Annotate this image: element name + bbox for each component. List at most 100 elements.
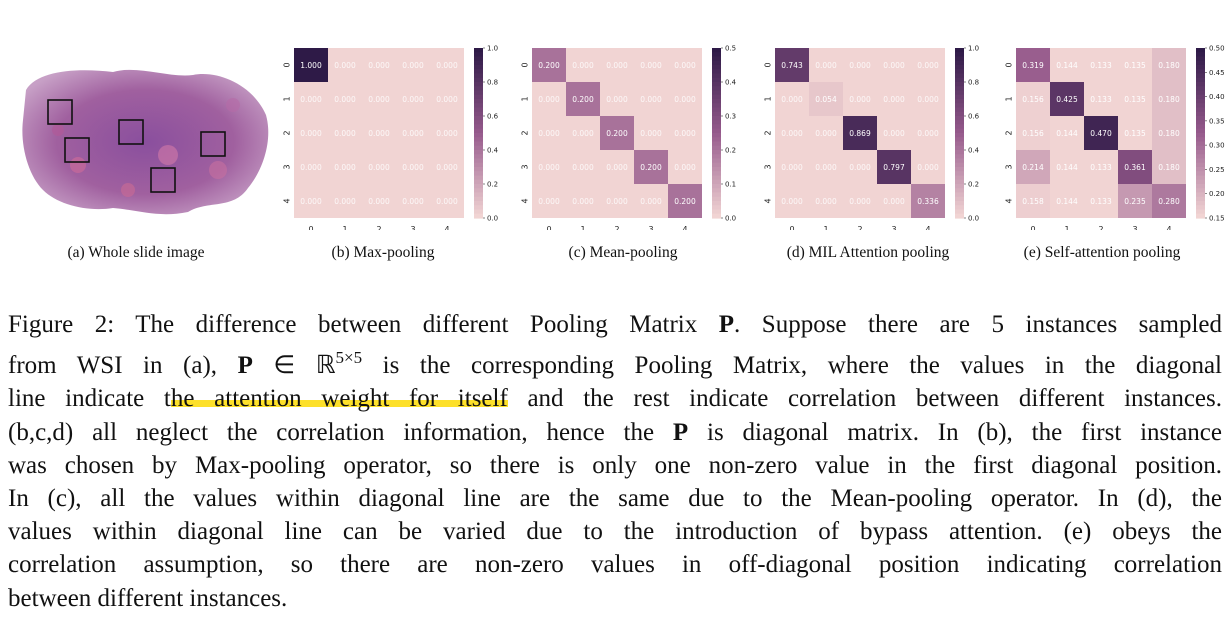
colorbar-segment — [474, 124, 483, 130]
cell-value-label: 0.000 — [815, 129, 837, 138]
caption-line: Figure 2: The difference between differe… — [8, 311, 1222, 338]
heatmap-cell — [328, 82, 362, 116]
cell-value-label: 0.000 — [640, 129, 662, 138]
colorbar-segment — [474, 120, 483, 126]
colorbar-segment — [474, 188, 483, 194]
heatmap-cell — [1118, 82, 1152, 116]
colorbar-segment — [474, 192, 483, 198]
cell-value-label: 0.000 — [436, 95, 458, 104]
colorbar-segment — [474, 69, 483, 75]
colorbar-segment — [1196, 94, 1205, 100]
colorbar-tick-label: 0.20 — [1209, 190, 1225, 198]
colorbar-segment — [474, 103, 483, 109]
colorbar-segment — [1196, 116, 1205, 121]
y-tick-label: 4 — [283, 198, 292, 203]
cell-value-label: 0.000 — [572, 197, 594, 206]
colorbar-segment — [474, 48, 483, 53]
colorbar-segment — [474, 111, 483, 117]
caption-line: was chosen by Max-pooling operator, so t… — [8, 451, 1222, 479]
colorbar-tick-label: 0.0 — [725, 215, 736, 223]
y-tick-label: 0 — [283, 62, 292, 67]
patch-box — [118, 119, 144, 145]
matrix-symbol: P — [718, 311, 735, 338]
highlighted-text: he attention weight for itself — [170, 385, 508, 413]
x-tick-label: 1 — [1064, 225, 1069, 230]
heatmap-cell — [1152, 48, 1186, 82]
colorbar-segment — [955, 145, 964, 151]
colorbar-segment — [1196, 205, 1205, 211]
colorbar-segment — [712, 196, 721, 202]
colorbar-segment — [474, 145, 483, 151]
heatmap-cell — [668, 48, 702, 82]
heatmap-cell — [1016, 48, 1050, 82]
cell-value-label: 1.000 — [300, 61, 322, 70]
colorbar-segment — [474, 133, 483, 138]
cell-value-label: 0.214 — [1022, 163, 1044, 172]
colorbar-segment — [1196, 99, 1205, 104]
colorbar-segment — [474, 171, 483, 177]
colorbar-segment — [712, 65, 721, 70]
colorbar-segment — [474, 82, 483, 87]
heatmap-cell — [430, 82, 464, 116]
subcaption-a: (a) Whole slide image — [67, 244, 205, 261]
cell-value-label: 0.144 — [1056, 129, 1078, 138]
heatmap-cell — [1152, 184, 1186, 218]
cell-value-label: 0.000 — [849, 61, 871, 70]
cell-value-label: 0.200 — [538, 61, 560, 70]
colorbar-tick-label: 0.6 — [487, 113, 498, 121]
heatmap-cell — [1118, 184, 1152, 218]
heatmap-cell — [634, 116, 668, 150]
heatmap-cell — [1152, 116, 1186, 150]
cell-value-label: 0.000 — [300, 129, 322, 138]
cell-value-label: 0.336 — [917, 197, 939, 206]
colorbar-tick-label: 0.50 — [1209, 45, 1225, 53]
patch-box — [150, 167, 176, 193]
heatmap-cell — [809, 48, 843, 82]
y-tick-label: 3 — [521, 164, 530, 169]
cell-value-label: 0.000 — [883, 95, 905, 104]
colorbar-segment — [474, 90, 483, 96]
heatmap-cell — [566, 150, 600, 184]
colorbar-segment — [1196, 137, 1205, 143]
colorbar-segment — [712, 175, 721, 181]
colorbar-segment — [474, 167, 483, 172]
heatmap-cell — [566, 48, 600, 82]
y-tick-label: 2 — [283, 130, 292, 135]
cell-value-label: 0.000 — [815, 197, 837, 206]
colorbar-segment — [474, 116, 483, 121]
cell-value-label: 0.000 — [674, 61, 696, 70]
cell-value-label: 0.000 — [300, 95, 322, 104]
cell-value-label: 0.000 — [402, 95, 424, 104]
heatmap-cell — [328, 116, 362, 150]
cell-value-label: 0.180 — [1158, 95, 1180, 104]
cell-value-label: 0.000 — [402, 129, 424, 138]
heatmap-cell — [600, 48, 634, 82]
colorbar-segment — [955, 90, 964, 96]
cell-value-label: 0.743 — [781, 61, 803, 70]
heatmap-cell — [532, 184, 566, 218]
colorbar-segment — [712, 73, 721, 79]
cell-value-label: 0.000 — [917, 95, 939, 104]
cell-value-label: 0.000 — [781, 197, 803, 206]
cell-value-label: 0.000 — [883, 197, 905, 206]
colorbar-segment — [955, 82, 964, 87]
heatmap-cell — [1084, 82, 1118, 116]
x-tick-label: 3 — [891, 225, 896, 230]
cell-value-label: 0.135 — [1124, 95, 1146, 104]
colorbar-segment — [955, 158, 964, 164]
patch-box — [64, 137, 90, 163]
cell-value-label: 0.280 — [1158, 197, 1180, 206]
cell-value-label: 0.797 — [883, 163, 905, 172]
cell-value-label: 0.000 — [917, 163, 939, 172]
heatmap-cell — [430, 184, 464, 218]
heatmap-cell — [668, 82, 702, 116]
heatmap-cell — [877, 48, 911, 82]
heatmap-cell — [911, 82, 945, 116]
colorbar-segment — [1196, 145, 1205, 151]
colorbar-segment — [1196, 73, 1205, 79]
colorbar-segment — [1196, 65, 1205, 70]
colorbar-segment — [1196, 209, 1205, 215]
heatmap-cell — [566, 184, 600, 218]
colorbar-tick-label: 0.8 — [968, 79, 979, 87]
